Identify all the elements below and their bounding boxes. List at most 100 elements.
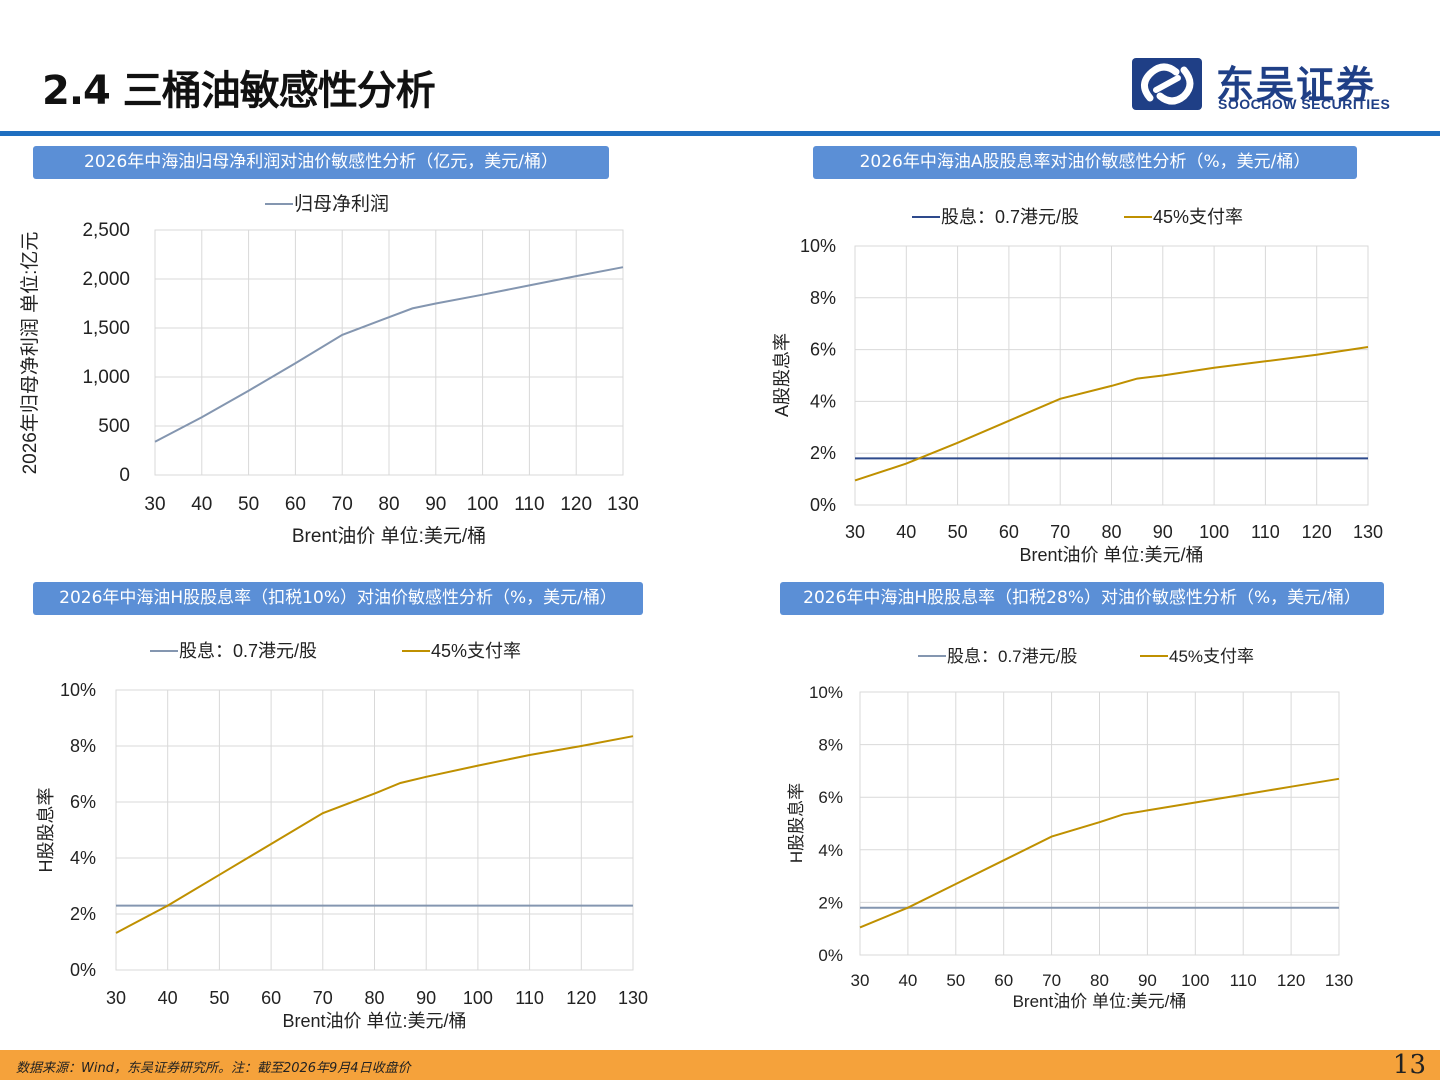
chart-1-ytick-label: 1,500 <box>82 318 130 339</box>
source-note: 数据来源：Wind，东吴证券研究所。注：截至2026年9月4日收盘价 <box>16 1061 411 1076</box>
chart-4-xtick-label: 90 <box>1138 971 1157 990</box>
chart-3-xtick-label: 60 <box>261 988 281 1008</box>
chart-3-ytick-label: 2% <box>70 904 96 924</box>
chart-1-xtick-label: 40 <box>191 494 212 515</box>
chart-4-ytick-label: 10% <box>809 683 843 702</box>
chart-3-xtick-label: 80 <box>364 988 384 1008</box>
chart-3-ytick-label: 10% <box>60 680 96 700</box>
chart-2-y-axis-label: A股股息率 <box>772 333 792 417</box>
chart-4-legend-label-2: 45%支付率 <box>1169 647 1254 666</box>
chart-4-y-axis-label: H股股息率 <box>787 783 806 863</box>
chart-3-legend-label-2: 45%支付率 <box>431 641 521 661</box>
chart-1-xtick-label: 120 <box>560 494 592 515</box>
chart-2-xtick-label: 100 <box>1199 522 1229 542</box>
footer-bar: 数据来源：Wind，东吴证券研究所。注：截至2026年9月4日收盘价 13 <box>0 1050 1440 1080</box>
chart-2-title: 2026年中海油A股股息率对油价敏感性分析（%，美元/桶） <box>813 146 1357 179</box>
chart-1-plot-area <box>154 229 624 476</box>
chart-2-xtick-label: 80 <box>1101 522 1121 542</box>
chart-4-ytick-label: 8% <box>818 736 843 755</box>
chart-4-ytick-label: 2% <box>818 893 843 912</box>
chart-1-ytick-label: 500 <box>98 416 130 437</box>
chart-3-xtick-label: 50 <box>209 988 229 1008</box>
chart-2-xtick-label: 70 <box>1050 522 1070 542</box>
chart-3-xtick-label: 110 <box>515 988 544 1008</box>
soochow-logo-icon <box>1132 58 1202 110</box>
chart-1-xtick-label: 60 <box>285 494 306 515</box>
chart-2-xtick-label: 130 <box>1353 522 1383 542</box>
chart-1-xtick-label: 130 <box>607 494 639 515</box>
chart-1-xtick-label: 80 <box>378 494 399 515</box>
chart-3-ytick-label: 0% <box>70 960 96 980</box>
chart-4-ytick-label: 6% <box>818 788 843 807</box>
chart-4-xtick-label: 50 <box>946 971 965 990</box>
chart-3-xtick-label: 90 <box>416 988 436 1008</box>
chart-1-ytick-label: 1,000 <box>82 367 130 388</box>
chart-2-ytick-label: 8% <box>810 288 836 308</box>
chart-1-ytick-label: 2,000 <box>82 269 130 290</box>
chart-2-legend-label-1: 股息：0.7港元/股 <box>941 207 1079 227</box>
chart-4-xtick-label: 120 <box>1277 971 1305 990</box>
chart-2-ytick-label: 4% <box>810 391 836 411</box>
chart-3-legend-label-1: 股息：0.7港元/股 <box>179 641 317 661</box>
chart-4-xtick-label: 40 <box>898 971 917 990</box>
chart-4-xtick-label: 30 <box>851 971 870 990</box>
chart-1-xtick-label: 90 <box>425 494 446 515</box>
chart-4-legend-label-1: 股息：0.7港元/股 <box>947 647 1077 666</box>
chart-1-legend-label-1: 归母净利润 <box>294 193 389 215</box>
company-logo: 东吴证券 SOOCHOW SECURITIES <box>1132 56 1412 116</box>
chart-2-xtick-label: 120 <box>1302 522 1332 542</box>
chart-1-xtick-label: 30 <box>144 494 165 515</box>
chart-2-ytick-label: 0% <box>810 495 836 515</box>
chart-3-ytick-label: 8% <box>70 736 96 756</box>
chart-3-xtick-label: 70 <box>313 988 333 1008</box>
chart-2-xtick-label: 30 <box>845 522 865 542</box>
chart-1-xtick-label: 70 <box>332 494 353 515</box>
chart-3-xtick-label: 130 <box>618 988 648 1008</box>
chart-2-ytick-label: 2% <box>810 443 836 463</box>
chart-1-title: 2026年中海油归母净利润对油价敏感性分析（亿元，美元/桶） <box>33 146 609 179</box>
chart-4-xtick-label: 110 <box>1230 971 1257 990</box>
chart-3-xtick-label: 100 <box>463 988 493 1008</box>
chart-3-plot-area <box>115 689 634 971</box>
page-title: 2.4 三桶油敏感性分析 <box>42 68 436 114</box>
chart-4-ytick-label: 0% <box>818 946 843 965</box>
chart-2-legend-label-2: 45%支付率 <box>1153 207 1243 227</box>
chart-1-y-axis-label: 2026年归母净利润 单位:亿元 <box>19 232 41 475</box>
chart-4-xtick-label: 70 <box>1042 971 1061 990</box>
chart-4-xtick-label: 100 <box>1181 971 1209 990</box>
chart-3-xtick-label: 40 <box>158 988 178 1008</box>
chart-3-series-2-line <box>115 735 634 934</box>
chart-3-ytick-label: 4% <box>70 848 96 868</box>
chart-4-x-axis-label: Brent油价 单位:美元/桶 <box>1013 992 1187 1011</box>
chart-4-series-2-line <box>859 777 1340 929</box>
page-number: 13 <box>1392 1050 1426 1080</box>
header-rule <box>0 131 1440 136</box>
chart-2-xtick-label: 60 <box>999 522 1019 542</box>
chart-3-xtick-label: 120 <box>566 988 596 1008</box>
chart-3-y-axis-label: H股股息率 <box>36 788 56 873</box>
chart-4-title: 2026年中海油H股股息率（扣税28%）对油价敏感性分析（%，美元/桶） <box>780 582 1384 615</box>
chart-4-xtick-label: 80 <box>1090 971 1109 990</box>
chart-3-title: 2026年中海油H股股息率（扣税10%）对油价敏感性分析（%，美元/桶） <box>33 582 643 615</box>
chart-2-series-2-line <box>854 346 1369 482</box>
chart-1-ytick-label: 2,500 <box>82 220 130 241</box>
chart-1-xtick-label: 110 <box>514 494 544 515</box>
chart-4-xtick-label: 130 <box>1325 971 1353 990</box>
chart-2-plot-area <box>854 245 1369 506</box>
chart-1-ytick-label: 0 <box>119 465 130 486</box>
chart-1-xtick-label: 50 <box>238 494 259 515</box>
chart-3-ytick-label: 6% <box>70 792 96 812</box>
chart-1-series-1-line <box>154 266 624 443</box>
chart-3-xtick-label: 30 <box>106 988 126 1008</box>
chart-2-xtick-label: 110 <box>1251 522 1280 542</box>
chart-2-x-axis-label: Brent油价 单位:美元/桶 <box>1019 545 1203 565</box>
logo-english-name: SOOCHOW SECURITIES <box>1218 96 1391 112</box>
chart-2-ytick-label: 6% <box>810 340 836 360</box>
chart-1-xtick-label: 100 <box>467 494 499 515</box>
chart-4-xtick-label: 60 <box>994 971 1013 990</box>
chart-1-x-axis-label: Brent油价 单位:美元/桶 <box>292 525 486 547</box>
logo-chinese-name: 东吴证券 <box>1216 63 1377 107</box>
chart-4-ytick-label: 4% <box>818 841 843 860</box>
chart-2-xtick-label: 40 <box>896 522 916 542</box>
